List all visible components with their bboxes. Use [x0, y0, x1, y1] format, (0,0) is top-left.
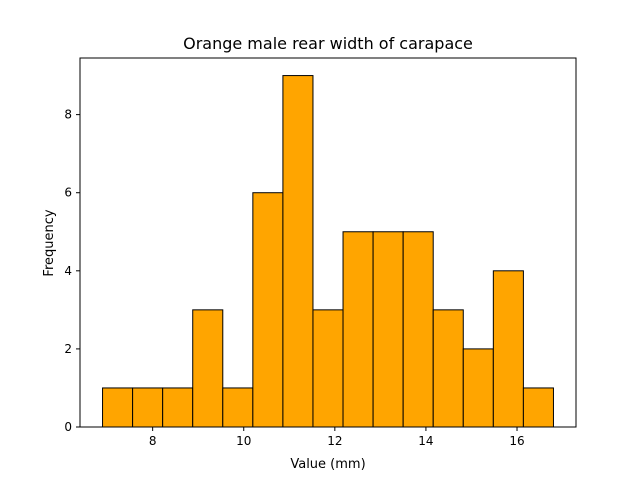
- x-axis-label: Value (mm): [290, 457, 365, 472]
- histogram-bar: [162, 387, 194, 428]
- x-tick-label: 16: [509, 434, 524, 448]
- histogram-bar: [462, 348, 494, 428]
- histogram-bar: [312, 309, 344, 428]
- x-tick-label: 8: [149, 434, 157, 448]
- histogram-bar: [132, 387, 164, 428]
- histogram-bar: [102, 387, 134, 428]
- histogram-bar: [372, 231, 404, 428]
- histogram-bar: [492, 270, 524, 428]
- bars-group: [102, 75, 554, 428]
- y-tick-label: 4: [64, 264, 72, 278]
- y-axis-ticks: 0 2 4 6 8: [64, 108, 80, 434]
- x-tick-label: 14: [418, 434, 433, 448]
- plot-frame: [79, 57, 577, 428]
- histogram-bar: [522, 387, 554, 428]
- histogram-bar: [402, 231, 434, 428]
- y-axis-label: Frequency: [42, 209, 57, 276]
- y-tick-label: 6: [64, 186, 72, 200]
- x-axis-ticks: 8 10 12 14 16: [149, 427, 525, 448]
- x-tick-label: 10: [236, 434, 251, 448]
- histogram-bar: [222, 387, 254, 428]
- histogram-bar: [282, 75, 314, 428]
- histogram-bar: [192, 309, 224, 428]
- histogram-bar: [252, 192, 284, 428]
- chart-title: Orange male rear width of carapace: [183, 34, 473, 53]
- y-tick-label: 8: [64, 108, 72, 122]
- x-tick-label: 12: [327, 434, 342, 448]
- histogram-bar: [342, 231, 374, 428]
- y-tick-label: 0: [64, 420, 72, 434]
- histogram-bar: [432, 309, 464, 428]
- y-tick-label: 2: [64, 342, 72, 356]
